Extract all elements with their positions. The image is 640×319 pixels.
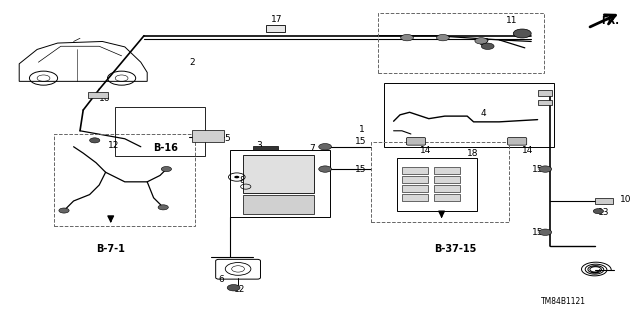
Text: 14: 14 <box>420 146 431 155</box>
Text: 15: 15 <box>532 228 543 237</box>
Text: 12: 12 <box>479 38 491 47</box>
Bar <box>538 90 552 96</box>
Text: 15: 15 <box>355 137 366 146</box>
Text: 5: 5 <box>225 134 230 143</box>
Text: 6: 6 <box>218 275 223 284</box>
Circle shape <box>401 34 413 41</box>
Circle shape <box>161 167 172 172</box>
FancyBboxPatch shape <box>406 137 426 145</box>
Bar <box>115 107 205 156</box>
Circle shape <box>513 29 531 38</box>
Text: 15: 15 <box>532 165 543 174</box>
Bar <box>397 158 477 211</box>
Bar <box>434 185 460 192</box>
Text: TM84B1121: TM84B1121 <box>541 297 586 306</box>
Text: 16: 16 <box>99 94 110 103</box>
Circle shape <box>319 144 332 150</box>
Text: B-37-15: B-37-15 <box>435 244 477 255</box>
Circle shape <box>539 166 552 172</box>
Bar <box>434 167 460 174</box>
Text: 1: 1 <box>359 125 364 134</box>
Bar <box>243 155 314 193</box>
Circle shape <box>90 138 100 143</box>
Circle shape <box>539 229 552 235</box>
Text: 15: 15 <box>355 165 366 174</box>
Text: FR.: FR. <box>602 16 620 26</box>
Circle shape <box>158 205 168 210</box>
Circle shape <box>593 209 604 214</box>
Text: 17: 17 <box>271 15 282 24</box>
Circle shape <box>227 285 240 291</box>
Bar <box>402 176 428 183</box>
Text: B-7-1: B-7-1 <box>96 244 125 255</box>
Text: 10: 10 <box>620 195 632 204</box>
Bar <box>230 150 330 217</box>
Text: 13: 13 <box>598 208 609 217</box>
Text: 4: 4 <box>481 109 486 118</box>
Bar <box>192 130 224 142</box>
Circle shape <box>234 176 239 178</box>
Text: 12: 12 <box>108 141 120 150</box>
Text: 8: 8 <box>239 176 244 185</box>
Bar <box>253 146 278 150</box>
Bar <box>402 194 428 201</box>
Bar <box>378 13 544 73</box>
Bar <box>243 195 314 214</box>
Bar <box>88 92 108 98</box>
Bar <box>371 142 509 222</box>
Bar <box>402 185 428 192</box>
Bar <box>54 134 195 226</box>
Text: 12: 12 <box>234 285 245 294</box>
Circle shape <box>481 43 494 49</box>
Text: B-16: B-16 <box>153 143 177 153</box>
Bar <box>402 167 428 174</box>
Text: 18: 18 <box>467 149 478 158</box>
Bar <box>384 83 554 147</box>
Text: 2: 2 <box>189 58 195 67</box>
FancyBboxPatch shape <box>508 137 527 145</box>
Bar <box>538 100 552 105</box>
Bar <box>434 194 460 201</box>
Text: 14: 14 <box>522 146 534 155</box>
Bar <box>595 198 613 204</box>
Text: 9: 9 <box>248 185 253 194</box>
Bar <box>266 25 285 32</box>
Circle shape <box>436 34 449 41</box>
Text: 11: 11 <box>506 16 518 25</box>
Circle shape <box>475 38 488 44</box>
Bar <box>434 176 460 183</box>
Circle shape <box>319 166 332 172</box>
Text: 3: 3 <box>257 141 262 150</box>
Circle shape <box>59 208 69 213</box>
Text: 7: 7 <box>310 144 315 153</box>
